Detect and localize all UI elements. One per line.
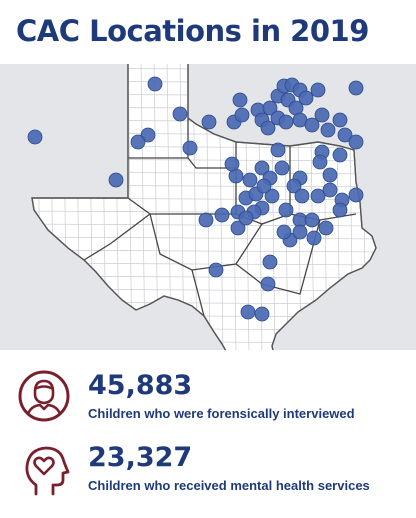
map-panel xyxy=(0,64,416,350)
cac-location-dot xyxy=(254,306,270,322)
cac-location-dot xyxy=(310,188,326,204)
cac-location-dot xyxy=(201,114,217,130)
stat-mental-health: 23,327 Children who received mental heal… xyxy=(0,438,416,508)
head-heart-icon xyxy=(25,446,70,496)
stat-number: 23,327 xyxy=(88,442,193,473)
header: CAC Locations in 2019 xyxy=(0,0,416,62)
cac-location-dot xyxy=(260,120,276,136)
cac-location-dot xyxy=(108,172,124,188)
cac-location-dot xyxy=(262,100,278,116)
cac-location-dot xyxy=(27,129,43,145)
cac-location-dot xyxy=(198,212,214,228)
page-title: CAC Locations in 2019 xyxy=(16,14,369,48)
cac-location-dot xyxy=(348,187,364,203)
cac-location-dot xyxy=(314,107,330,123)
stats-section: 45,883 Children who were forensically in… xyxy=(0,352,416,518)
cac-location-dot xyxy=(276,224,292,240)
cac-location-dot xyxy=(332,202,348,218)
stat-forensic-interviews: 45,883 Children who were forensically in… xyxy=(0,366,416,436)
cac-location-dot xyxy=(130,134,146,150)
cac-location-dot xyxy=(322,182,338,198)
cac-location-dot xyxy=(348,134,364,150)
cac-location-dot xyxy=(182,140,198,156)
cac-location-dot xyxy=(332,112,348,128)
cac-location-dot xyxy=(270,142,286,158)
cac-location-dot xyxy=(337,127,353,143)
cac-location-dot xyxy=(318,220,334,236)
cac-location-dot xyxy=(230,220,246,236)
cac-location-dot xyxy=(332,147,348,163)
cac-location-dot xyxy=(260,276,276,292)
cac-location-dot xyxy=(240,304,256,320)
cac-location-dot xyxy=(312,154,328,170)
cac-location-dot xyxy=(234,107,250,123)
cac-location-dot xyxy=(286,178,302,194)
cac-location-dot xyxy=(306,230,322,246)
cac-location-dot xyxy=(147,76,163,92)
cac-location-dot xyxy=(292,224,308,240)
cac-location-dot xyxy=(304,117,320,133)
stat-label: Children who were forensically interview… xyxy=(88,406,355,421)
cac-location-dot xyxy=(322,167,338,183)
cac-location-dot xyxy=(348,80,364,96)
cac-location-dot xyxy=(232,92,248,108)
cac-location-dot xyxy=(298,90,314,106)
cac-location-dot xyxy=(214,207,230,223)
stat-label: Children who received mental health serv… xyxy=(88,478,370,493)
cac-location-dot xyxy=(172,106,188,122)
cac-location-dot xyxy=(208,262,224,278)
cac-location-dot xyxy=(278,202,294,218)
cac-location-dot xyxy=(264,188,280,204)
cac-location-dot xyxy=(254,160,270,176)
stat-number: 45,883 xyxy=(88,370,193,401)
cac-location-dot xyxy=(278,114,294,130)
cac-markers xyxy=(27,76,364,322)
cac-location-dot xyxy=(310,82,326,98)
cac-location-dot xyxy=(256,178,272,194)
cac-location-dot xyxy=(224,156,240,172)
cac-location-dot xyxy=(242,172,258,188)
cac-location-dot xyxy=(304,212,320,228)
person-icon xyxy=(18,370,70,422)
cac-location-dot xyxy=(294,188,310,204)
texas-outline xyxy=(31,64,377,350)
cac-location-dot xyxy=(320,122,336,138)
cac-location-dot xyxy=(274,160,290,176)
cac-location-dot xyxy=(238,210,254,226)
cac-location-dot xyxy=(262,254,278,270)
texas-map xyxy=(27,64,377,350)
